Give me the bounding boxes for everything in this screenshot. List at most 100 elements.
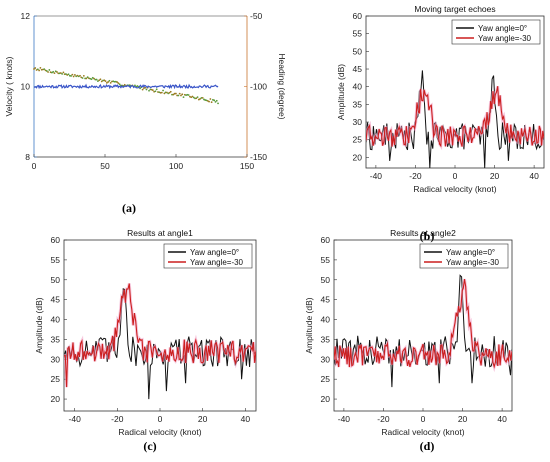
x-tick-label: 0: [421, 414, 426, 424]
heading-point: [109, 82, 112, 84]
legend-entry: Yaw angle=-30: [478, 34, 532, 43]
heading-point: [117, 82, 120, 85]
y-tick-label: 40: [353, 82, 363, 92]
x-tick-label: 0: [32, 161, 37, 171]
y-tick-label: 60: [321, 235, 331, 245]
heading-point: [81, 77, 84, 79]
heading-point: [105, 81, 108, 84]
heading-point: [48, 69, 51, 71]
heading-point: [52, 70, 55, 73]
series-line-yaw-0: [64, 288, 256, 400]
heading-point: [33, 68, 35, 70]
heading-point: [164, 91, 167, 94]
y2-tick-label: -150: [250, 152, 267, 162]
heading-point: [209, 98, 212, 100]
heading-point: [195, 97, 198, 100]
x-axis-label: Radical velocity (knot): [118, 427, 201, 437]
y2-tick-label: -50: [250, 11, 263, 21]
y-tick-label: 40: [51, 315, 61, 325]
heading-point: [172, 93, 175, 96]
heading-point: [178, 92, 181, 95]
x-tick-label: 100: [169, 161, 183, 171]
heading-point: [53, 72, 56, 75]
y-tick-label: 20: [353, 152, 363, 162]
heading-point: [174, 92, 177, 95]
y-tick-label: 50: [321, 275, 331, 285]
y-tick-label: 50: [51, 275, 61, 285]
chart-b: -40 -20 0 20 40 20 25 30 35 40 45 50 55 60 Moving targ…: [336, 4, 545, 243]
y-tick-label: 50: [353, 46, 363, 56]
chart-title: Moving target echoes: [414, 4, 495, 14]
heading-point: [160, 91, 163, 94]
legend-box: [163, 243, 253, 269]
heading-point: [166, 91, 168, 94]
x-tick-label: 20: [490, 171, 500, 181]
y-tick-label: 30: [321, 354, 331, 364]
heading-point: [94, 78, 97, 81]
heading-point: [213, 99, 216, 102]
legend-box: [451, 19, 541, 45]
y-tick-label: 20: [51, 394, 61, 404]
heading-point: [210, 101, 213, 104]
heading-point: [43, 68, 46, 71]
heading-point: [214, 100, 217, 103]
y-tick-label: 35: [321, 334, 331, 344]
heading-point: [139, 87, 141, 90]
x-tick-label: 50: [100, 161, 110, 171]
heading-point: [182, 96, 185, 99]
heading-point: [176, 94, 179, 97]
heading-point: [36, 68, 39, 71]
y-tick-label: 55: [51, 255, 61, 265]
x-tick-label: -40: [69, 414, 82, 424]
heading-point: [57, 72, 60, 75]
heading-point: [61, 73, 64, 75]
legend-entry: Yaw angle=-30: [190, 258, 244, 267]
panel-caption: (c): [143, 439, 156, 453]
heading-point: [84, 77, 87, 80]
heading-point: [34, 67, 37, 69]
y-tick-label: 45: [353, 64, 363, 74]
x-axis-label: Radical velocity (knot): [381, 427, 464, 437]
heading-point: [63, 73, 66, 76]
heading-point: [134, 84, 136, 87]
series-line-yaw-0: [334, 274, 512, 388]
legend-entry: Yaw angle=0°: [478, 24, 527, 33]
y-tick-label: 55: [353, 29, 363, 39]
x-tick-label: 20: [458, 414, 468, 424]
heading-point: [180, 94, 182, 97]
heading-point: [67, 73, 70, 76]
heading-point: [97, 80, 99, 83]
heading-point: [82, 75, 85, 77]
y-tick-label: 60: [51, 235, 61, 245]
y-tick-label: 8: [25, 152, 30, 162]
x-tick-label: 40: [241, 414, 251, 424]
heading-point: [163, 92, 166, 95]
x-axis-label: Radical velocity (knot): [413, 184, 496, 194]
heading-point: [181, 93, 184, 96]
series-line-yaw-30: [64, 283, 256, 388]
heading-point: [168, 91, 171, 94]
y-tick-label: 40: [321, 315, 331, 325]
heading-point: [98, 79, 101, 82]
heading-point: [162, 89, 164, 92]
y2-tick-label: -100: [250, 82, 267, 92]
heading-point: [215, 99, 218, 102]
heading-point: [118, 83, 121, 86]
chart-c: -40 -20 0 20 40 20 25 30 35 40 45 50 55 60 Results at …: [34, 228, 257, 453]
y-tick-label: 25: [321, 374, 331, 384]
heading-point: [91, 76, 94, 79]
heading-point: [93, 77, 95, 80]
chart-d: -40 -20 0 20 40 20 25 30 35 40 45 50 55 60 Results at …: [304, 228, 513, 453]
heading-point: [38, 69, 41, 72]
heading-point: [177, 94, 180, 97]
legend-entry: Yaw angle=0°: [446, 248, 495, 257]
series-line-yaw-30: [334, 279, 512, 369]
heading-point: [171, 93, 173, 96]
heading-point: [85, 77, 88, 80]
heading-point: [90, 78, 93, 81]
velocity-line: [33, 83, 219, 90]
heading-point: [155, 88, 158, 91]
heading-point: [70, 75, 72, 77]
y-tick-label: 45: [321, 295, 331, 305]
y-tick-label: 30: [51, 354, 61, 364]
